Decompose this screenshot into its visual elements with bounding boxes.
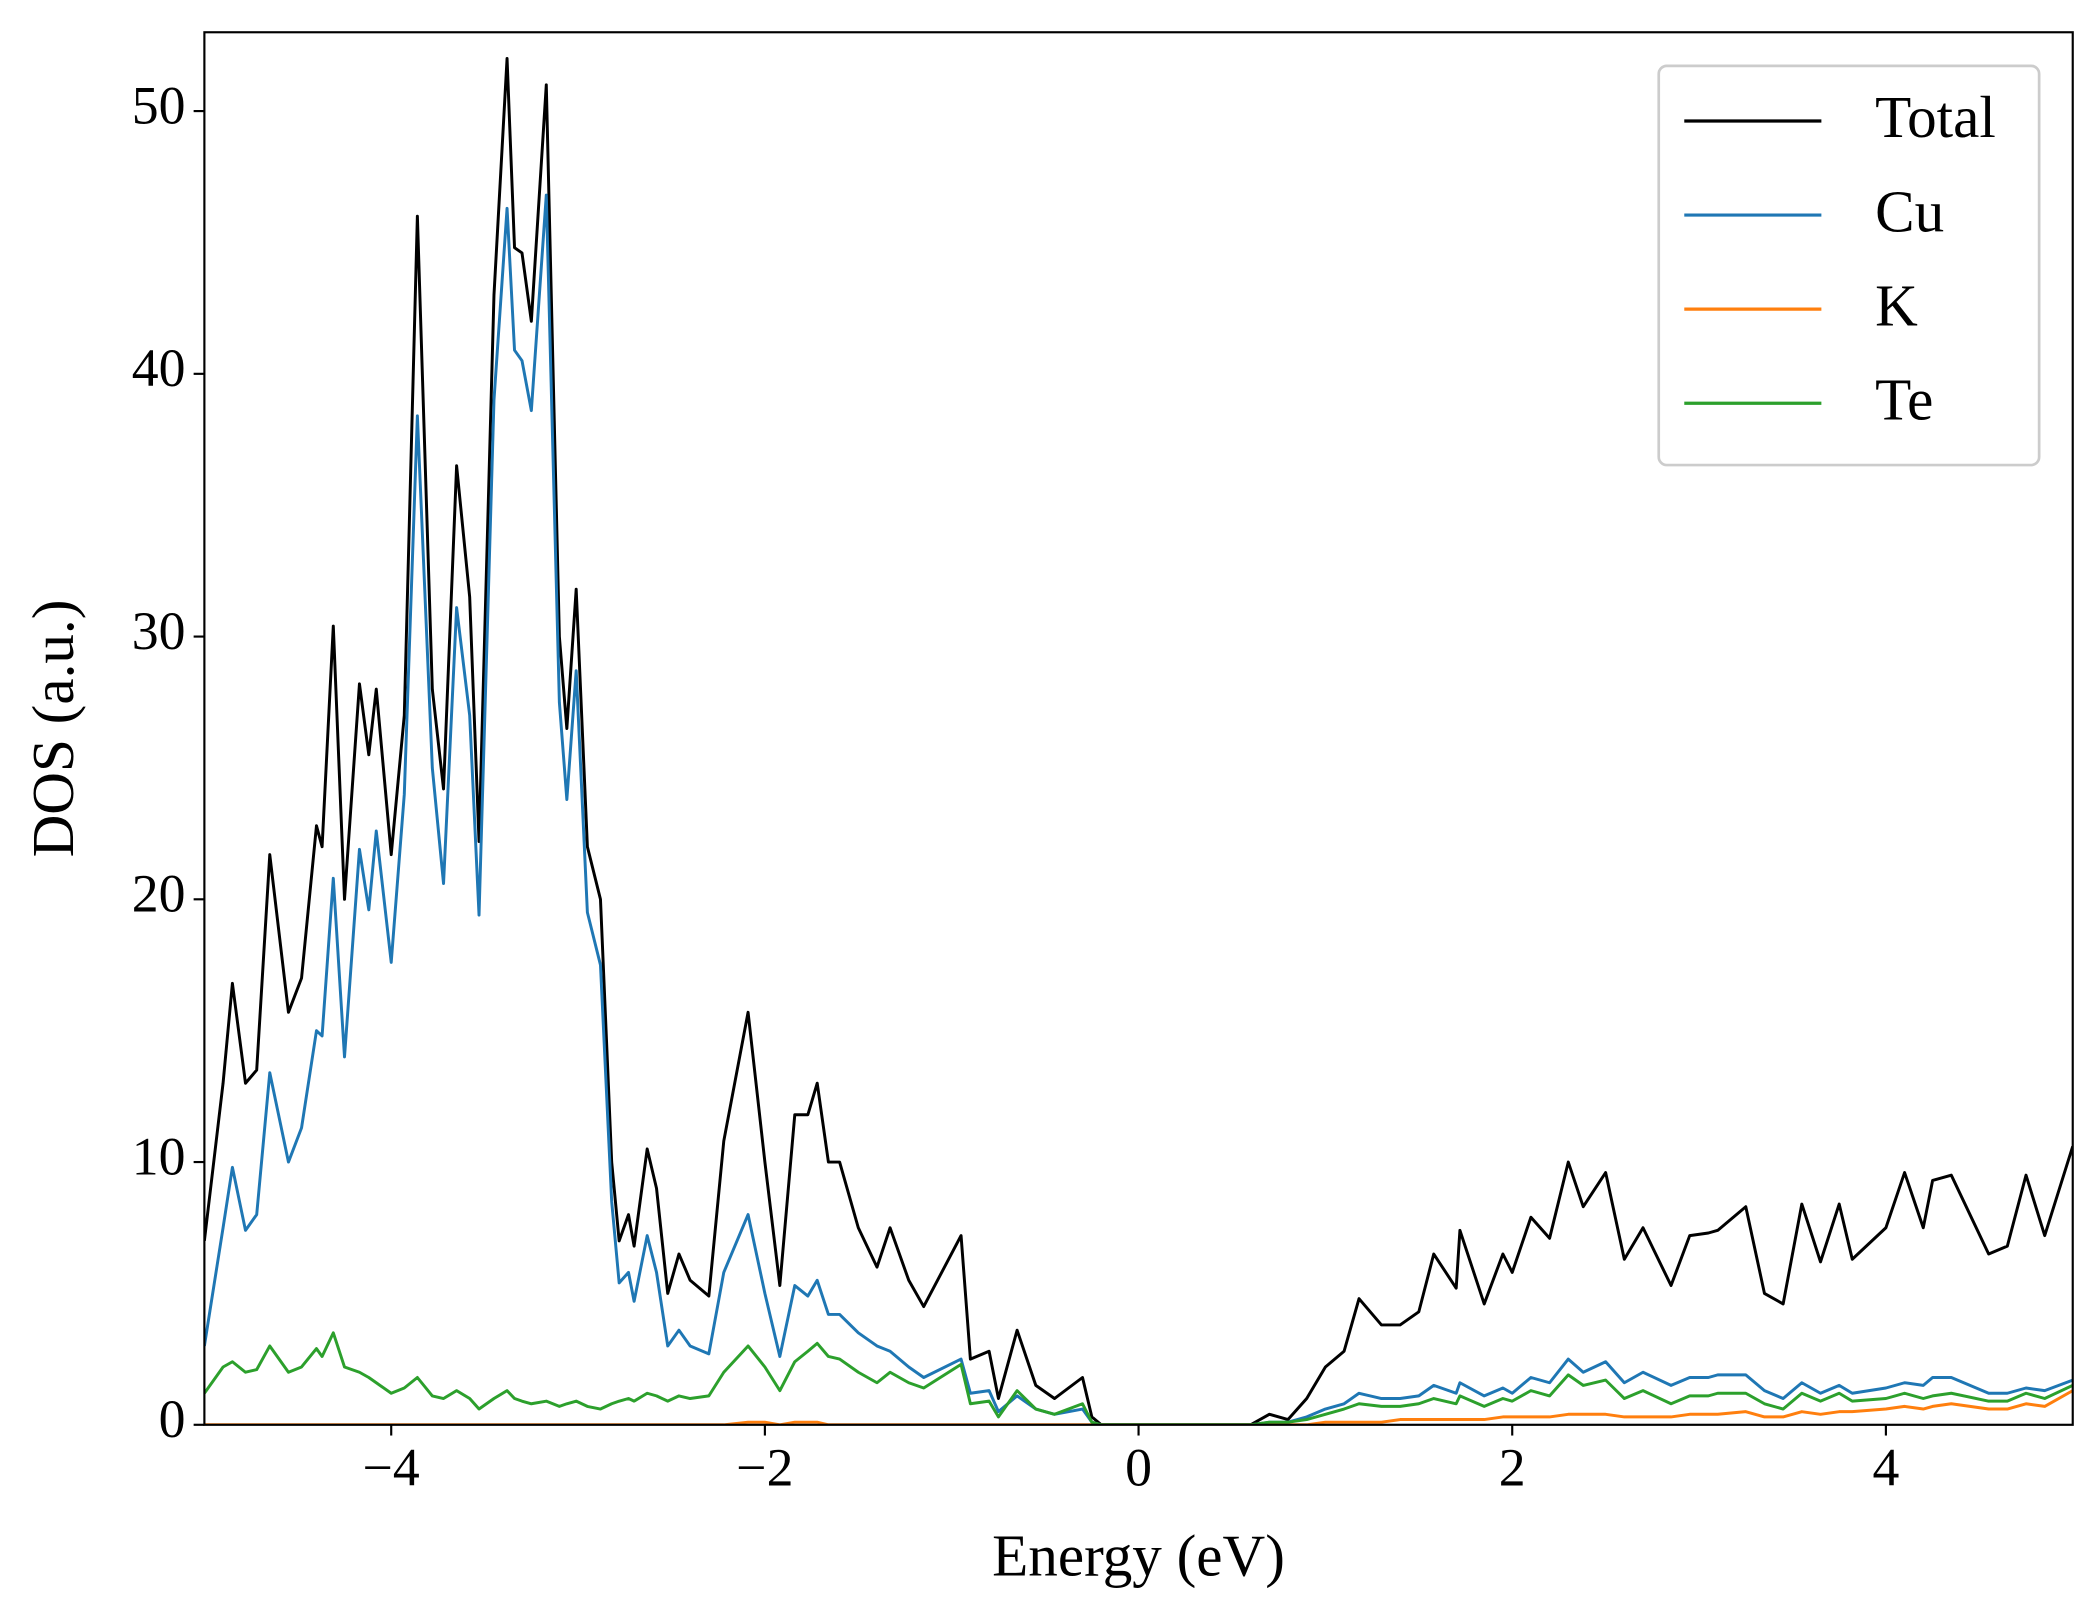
y-tick-label: 50 (132, 75, 186, 135)
x-tick-label: 0 (1125, 1438, 1152, 1498)
legend: Total Cu K Te (1657, 64, 2041, 467)
y-axis-label: DOS (a.u.) (20, 600, 86, 858)
y-tick-label: 40 (132, 338, 186, 398)
y-tick-label: 30 (132, 601, 186, 661)
line-series (204, 57, 2073, 1425)
legend-box (1657, 64, 2041, 467)
x-tick-label: 2 (1499, 1438, 1526, 1498)
y-tick-label: 10 (132, 1126, 186, 1186)
x-tick-label: −2 (736, 1438, 793, 1498)
x-axis-label: Energy (eV) (992, 1522, 1285, 1588)
legend-label: Te (1875, 367, 1933, 433)
legend-label: K (1875, 272, 1918, 338)
line-series (204, 193, 2073, 1425)
legend-label: Total (1875, 84, 1996, 150)
line-series (204, 1389, 2073, 1425)
y-tick-label: 0 (159, 1389, 186, 1449)
legend-label: Cu (1875, 178, 1944, 244)
x-tick-label: 4 (1872, 1438, 1899, 1498)
line-series (204, 1331, 2073, 1425)
y-tick-label: 20 (132, 864, 186, 924)
x-tick-label: −4 (363, 1438, 420, 1498)
